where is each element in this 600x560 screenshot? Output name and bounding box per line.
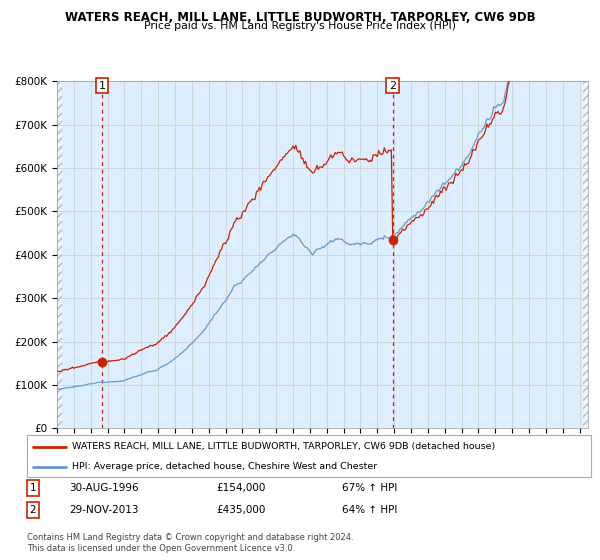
Bar — [583, 81, 588, 428]
Text: Price paid vs. HM Land Registry's House Price Index (HPI): Price paid vs. HM Land Registry's House … — [144, 21, 456, 31]
Text: 2: 2 — [29, 505, 37, 515]
Text: £435,000: £435,000 — [216, 505, 265, 515]
Text: Contains HM Land Registry data © Crown copyright and database right 2024.
This d: Contains HM Land Registry data © Crown c… — [27, 533, 353, 553]
Bar — [57, 81, 62, 428]
Text: 30-AUG-1996: 30-AUG-1996 — [69, 483, 139, 493]
Text: 29-NOV-2013: 29-NOV-2013 — [69, 505, 139, 515]
Text: WATERS REACH, MILL LANE, LITTLE BUDWORTH, TARPORLEY, CW6 9DB (detached house): WATERS REACH, MILL LANE, LITTLE BUDWORTH… — [72, 442, 496, 451]
Text: 2: 2 — [389, 81, 396, 91]
Text: HPI: Average price, detached house, Cheshire West and Chester: HPI: Average price, detached house, Ches… — [72, 462, 377, 471]
Text: 67% ↑ HPI: 67% ↑ HPI — [342, 483, 397, 493]
Text: 1: 1 — [98, 81, 106, 91]
Text: 64% ↑ HPI: 64% ↑ HPI — [342, 505, 397, 515]
Text: £154,000: £154,000 — [216, 483, 265, 493]
Text: WATERS REACH, MILL LANE, LITTLE BUDWORTH, TARPORLEY, CW6 9DB: WATERS REACH, MILL LANE, LITTLE BUDWORTH… — [65, 11, 535, 24]
Text: 1: 1 — [29, 483, 37, 493]
